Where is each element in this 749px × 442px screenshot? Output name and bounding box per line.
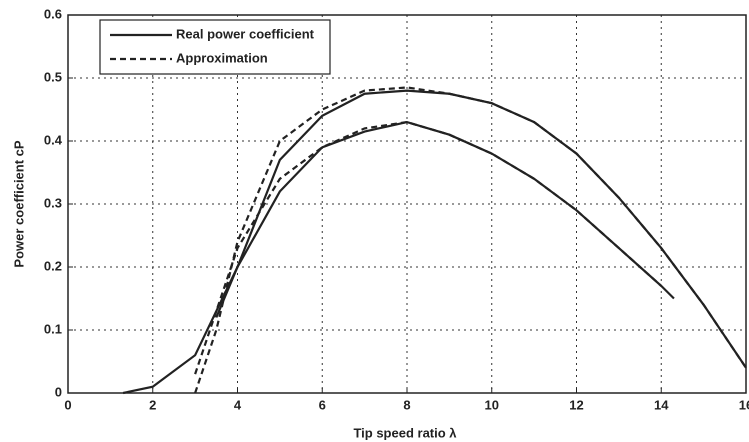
x-tick-label: 16	[739, 397, 749, 412]
y-tick-label: 0.3	[44, 195, 62, 210]
x-tick-label: 8	[403, 397, 410, 412]
data-line	[194, 86, 747, 394]
legend-label: Approximation	[176, 50, 268, 65]
y-tick-label: 0.2	[44, 258, 62, 273]
x-tick-label: 6	[319, 397, 326, 412]
x-tick-label: 0	[64, 397, 71, 412]
y-tick-label: 0	[55, 384, 62, 399]
data-line	[122, 89, 747, 395]
y-tick-label: 0.5	[44, 69, 62, 84]
data-line	[194, 120, 662, 375]
y-tick-label: 0.4	[44, 132, 63, 147]
y-tick-label: 0.1	[44, 321, 62, 336]
x-tick-label: 10	[485, 397, 499, 412]
x-tick-label: 4	[234, 397, 242, 412]
plot-frame	[67, 14, 747, 394]
x-axis-label: Tip speed ratio λ	[353, 425, 457, 440]
x-tick-label: 14	[654, 397, 669, 412]
legend-box	[99, 19, 331, 75]
x-tick-label: 12	[569, 397, 583, 412]
x-tick-label: 2	[149, 397, 156, 412]
y-tick-label: 0.6	[44, 6, 62, 21]
legend-label: Real power coefficient	[176, 26, 315, 41]
y-axis-label: Power coefficient cP	[11, 140, 26, 267]
